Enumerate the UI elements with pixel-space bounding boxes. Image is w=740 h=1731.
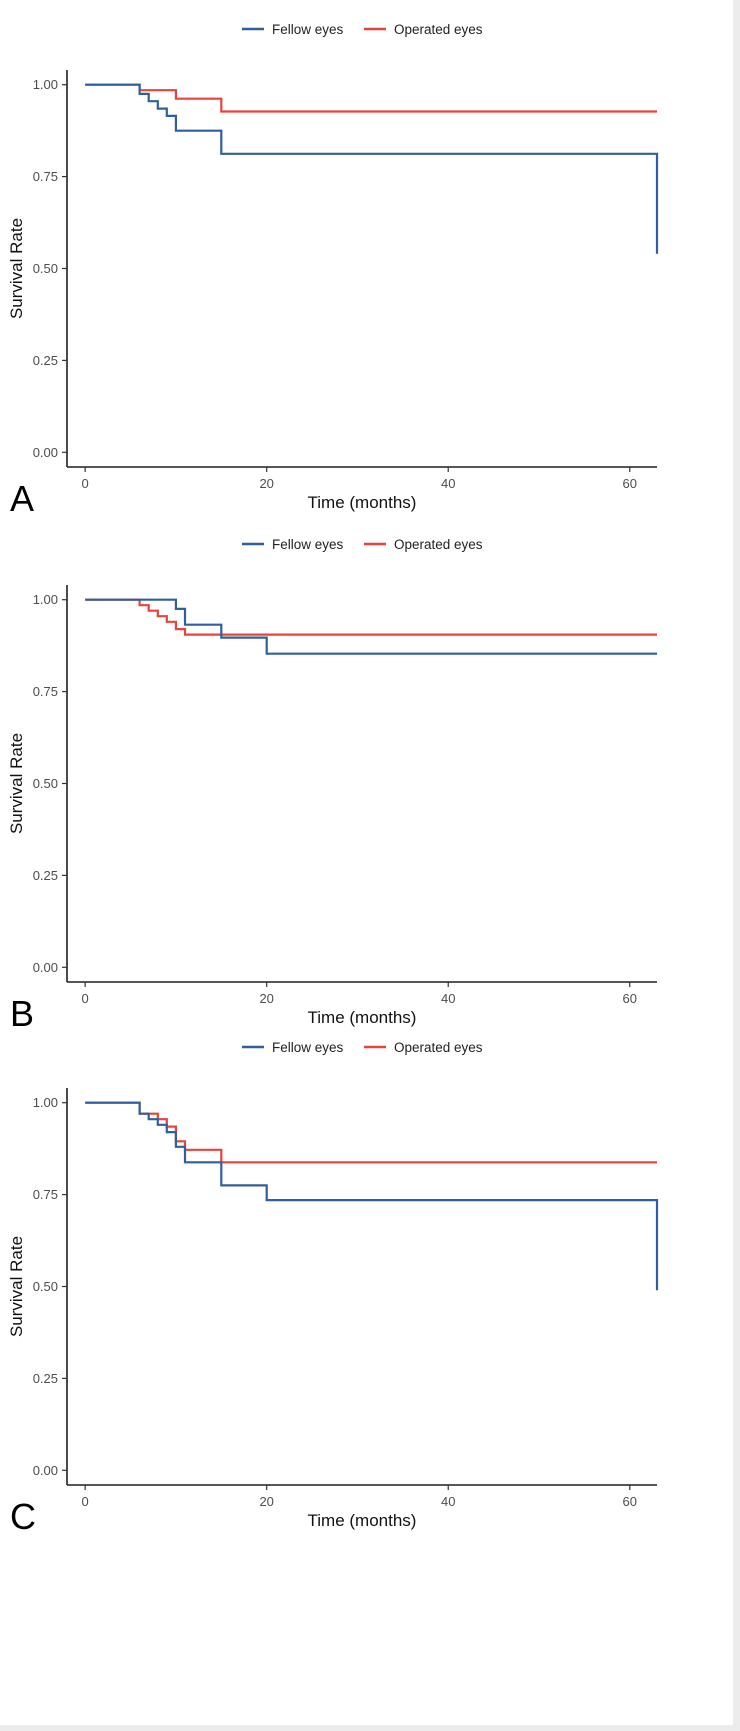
x-tick-label: 20	[259, 1494, 273, 1509]
x-tick-label: 0	[82, 476, 89, 491]
y-tick-label: 0.25	[33, 868, 58, 883]
x-tick-label: 20	[259, 476, 273, 491]
legend-label-fellow: Fellow eyes	[272, 1040, 344, 1055]
y-tick-label: 0.50	[33, 1279, 58, 1294]
x-tick-label: 60	[623, 1494, 637, 1509]
y-tick-label: 0.75	[33, 1187, 58, 1202]
legend: Fellow eyes Operated eyes	[242, 22, 483, 37]
x-tick-label: 20	[259, 991, 273, 1006]
y-axis-title: Survival Rate	[7, 1236, 26, 1337]
chart-panel-c: Fellow eyes Operated eyes 0.00 0.25 0.50 0.75…	[7, 1040, 659, 1537]
x-tick-label: 60	[623, 476, 637, 491]
y-tick-label: 0.25	[33, 1371, 58, 1386]
legend-label-fellow: Fellow eyes	[272, 22, 344, 37]
y-tick-label: 1.00	[33, 77, 58, 92]
y-tick-label: 0.75	[33, 169, 58, 184]
legend-label-fellow: Fellow eyes	[272, 537, 344, 552]
x-tick-label: 40	[441, 1494, 455, 1509]
y-tick-label: 0.75	[33, 684, 58, 699]
x-tick-label: 40	[441, 476, 455, 491]
bottom-edge-strip	[0, 1725, 740, 1731]
y-tick-label: 0.00	[33, 1463, 58, 1478]
panel-label: B	[10, 993, 34, 1034]
x-tick-label: 40	[441, 991, 455, 1006]
y-tick-label: 0.25	[33, 353, 58, 368]
y-axis-title: Survival Rate	[7, 733, 26, 834]
y-tick-label: 1.00	[33, 592, 58, 607]
legend-label-operated: Operated eyes	[394, 1040, 483, 1055]
operated-eyes-curve	[85, 598, 657, 636]
right-edge-strip	[733, 0, 740, 1731]
x-axis-title: Time (months)	[308, 1008, 417, 1027]
x-axis-title: Time (months)	[308, 1511, 417, 1530]
x-axis-title: Time (months)	[308, 493, 417, 512]
panel-label: C	[10, 1496, 36, 1537]
y-tick-label: 0.00	[33, 445, 58, 460]
x-tick-label: 60	[623, 991, 637, 1006]
fellow-eyes-curve	[85, 598, 657, 655]
legend-label-operated: Operated eyes	[394, 537, 483, 552]
y-tick-label: 1.00	[33, 1095, 58, 1110]
fellow-eyes-curve	[85, 83, 659, 254]
y-tick-label: 0.50	[33, 261, 58, 276]
operated-eyes-curve	[85, 83, 657, 113]
fellow-eyes-curve	[85, 1101, 659, 1291]
chart-panel-b: Fellow eyes Operated eyes 0.00 0.25 0.50 0.75…	[7, 537, 657, 1034]
chart-panels: Fellow eyes Operated eyes 0.00 0.25 0.50 0.75…	[7, 22, 659, 1537]
legend: Fellow eyes Operated eyes	[242, 537, 483, 552]
panel-label: A	[10, 478, 34, 519]
y-axis-title: Survival Rate	[7, 218, 26, 319]
y-tick-label: 0.00	[33, 960, 58, 975]
x-tick-label: 0	[82, 991, 89, 1006]
x-tick-label: 0	[82, 1494, 89, 1509]
y-tick-label: 0.50	[33, 776, 58, 791]
legend: Fellow eyes Operated eyes	[242, 1040, 483, 1055]
legend-label-operated: Operated eyes	[394, 22, 483, 37]
chart-panel-a: Fellow eyes Operated eyes 0.00 0.25 0.50 0.75…	[7, 22, 659, 519]
